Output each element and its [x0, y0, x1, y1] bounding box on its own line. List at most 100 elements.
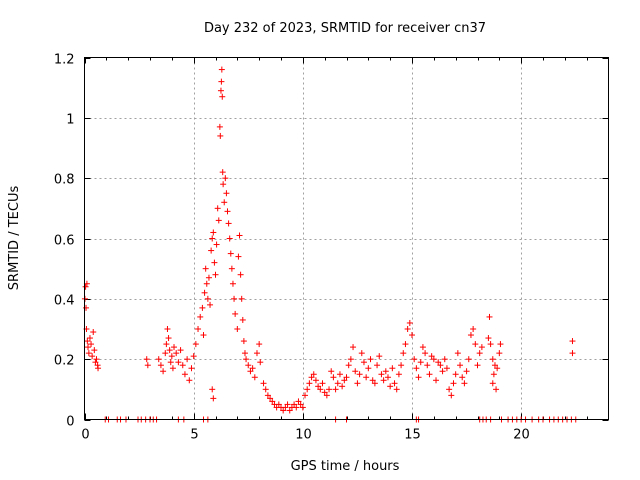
data-point [465, 356, 472, 363]
data-point [166, 347, 173, 354]
data-point [384, 374, 391, 381]
data-point [188, 365, 195, 372]
data-point [160, 368, 167, 375]
data-point [402, 341, 409, 348]
data-point [323, 392, 330, 399]
data-point [186, 377, 193, 384]
data-point [190, 353, 197, 360]
data-point [84, 338, 91, 345]
data-point [489, 380, 496, 387]
data-point [284, 401, 291, 408]
data-point [208, 247, 215, 254]
data-point [217, 87, 224, 94]
chart-title: Day 232 of 2023, SRMTID for receiver cn3… [204, 21, 486, 36]
data-point [380, 377, 387, 384]
data-point [171, 344, 178, 351]
data-point [222, 175, 229, 182]
data-point [169, 365, 176, 372]
data-point [354, 380, 361, 387]
data-point [310, 371, 317, 378]
data-point [459, 374, 466, 381]
data-point [398, 362, 405, 369]
data-point [256, 341, 263, 348]
data-point [461, 380, 468, 387]
data-point [299, 404, 306, 411]
data-point [165, 335, 172, 342]
data-point [157, 362, 164, 369]
data-point [358, 350, 365, 357]
data-point [218, 78, 225, 85]
data-point [291, 401, 298, 408]
data-point [422, 350, 429, 357]
data-point [441, 356, 448, 363]
data-point [304, 386, 311, 393]
data-point [282, 404, 289, 411]
data-point [297, 401, 304, 408]
data-point [143, 356, 150, 363]
data-point [411, 356, 418, 363]
data-point [389, 365, 396, 372]
data-point [229, 280, 236, 287]
data-point [489, 356, 496, 363]
y-tick-label: 0.6 [54, 234, 75, 249]
data-point [430, 356, 437, 363]
data-point [426, 371, 433, 378]
data-point [493, 386, 500, 393]
data-point [308, 374, 315, 381]
data-point [234, 326, 241, 332]
data-point [428, 353, 435, 360]
data-point [209, 235, 216, 242]
data-point [415, 374, 422, 381]
data-point [328, 368, 335, 375]
data-point [163, 341, 170, 348]
data-point [472, 341, 479, 348]
data-point [197, 313, 204, 320]
data-point [216, 123, 223, 130]
data-point [356, 371, 363, 378]
data-point [83, 304, 90, 311]
data-point [167, 359, 174, 366]
data-point [485, 335, 492, 342]
data-point [334, 380, 341, 387]
data-point [213, 241, 220, 248]
data-point [245, 362, 252, 369]
data-point [437, 362, 444, 369]
data-point [369, 377, 376, 384]
y-axis-label: SRMTID / TECUs [7, 186, 22, 291]
data-point [239, 316, 246, 323]
data-point [90, 329, 97, 336]
x-tick-label: 10 [295, 428, 312, 443]
data-point [231, 295, 238, 302]
data-point [424, 362, 431, 369]
data-point [339, 383, 346, 390]
data-point [164, 326, 171, 332]
data-point [225, 220, 232, 227]
data-point [419, 344, 426, 351]
data-point [321, 389, 328, 396]
data-point [494, 365, 501, 372]
data-point [404, 326, 411, 332]
data-point [365, 365, 372, 372]
data-point [262, 386, 269, 393]
data-point [295, 398, 302, 405]
data-point [210, 229, 217, 236]
data-point [486, 313, 493, 320]
data-point [199, 304, 206, 311]
data-point [443, 365, 450, 372]
data-point [478, 344, 485, 351]
grid-lines [84, 57, 609, 420]
data-point [293, 404, 300, 411]
data-point [235, 253, 242, 260]
data-point [400, 350, 407, 357]
data-point [93, 356, 100, 363]
data-point [450, 380, 457, 387]
data-point [312, 377, 319, 384]
plot-frame [84, 57, 609, 420]
data-point [435, 359, 442, 366]
data-point [218, 66, 225, 73]
y-tick-label: 1.2 [54, 53, 75, 68]
data-point [243, 356, 250, 363]
data-point [195, 326, 202, 332]
data-point [391, 380, 398, 387]
data-point [352, 368, 359, 375]
